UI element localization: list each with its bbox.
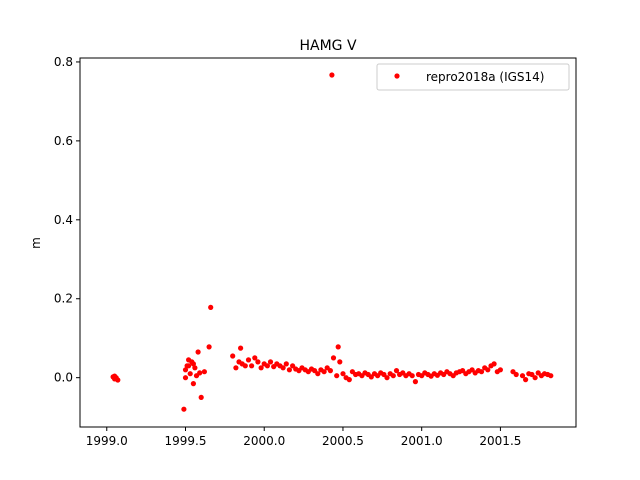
x-tick-label: 2001.0 xyxy=(401,434,443,448)
data-point xyxy=(190,381,196,387)
data-point xyxy=(334,373,340,379)
data-point xyxy=(264,363,270,369)
data-point xyxy=(460,368,466,374)
legend-box xyxy=(376,63,570,91)
data-point xyxy=(335,344,341,350)
x-tick-label: 1999.0 xyxy=(86,434,128,448)
plot-area xyxy=(110,72,554,412)
x-tick-label: 2000.5 xyxy=(322,434,364,448)
y-tick-label: 0.6 xyxy=(54,134,73,148)
y-tick-label: 0.2 xyxy=(54,292,73,306)
data-point xyxy=(412,379,418,385)
data-point xyxy=(280,365,286,371)
data-point xyxy=(390,373,396,379)
data-point xyxy=(523,377,529,383)
y-tick-label: 0.8 xyxy=(54,55,73,69)
data-point xyxy=(255,359,261,365)
x-tick-label: 2000.0 xyxy=(243,434,285,448)
data-point xyxy=(315,371,321,377)
data-point xyxy=(290,363,296,369)
data-point xyxy=(192,365,198,371)
data-point xyxy=(206,344,212,350)
data-point xyxy=(312,368,318,374)
data-point xyxy=(252,355,258,361)
data-point xyxy=(519,373,526,379)
data-point xyxy=(384,375,390,381)
data-point xyxy=(208,304,214,310)
data-point xyxy=(233,365,239,371)
data-point xyxy=(485,367,491,373)
data-point xyxy=(238,345,244,351)
data-point xyxy=(491,361,497,367)
data-point xyxy=(267,359,274,365)
data-point xyxy=(182,375,189,381)
data-point xyxy=(529,371,535,378)
data-point xyxy=(286,367,292,373)
data-point xyxy=(330,355,337,361)
data-point xyxy=(198,394,204,400)
y-tick-label: 0.0 xyxy=(54,371,73,385)
data-point xyxy=(532,375,538,381)
y-axis-label: m xyxy=(29,237,43,249)
data-point xyxy=(329,72,335,78)
data-point xyxy=(497,367,503,373)
data-point xyxy=(368,374,374,380)
data-point xyxy=(190,361,196,367)
data-point xyxy=(409,373,415,379)
data-point xyxy=(182,367,189,373)
data-point xyxy=(381,371,387,378)
data-point xyxy=(186,363,192,369)
data-point xyxy=(321,369,327,375)
data-point xyxy=(327,368,333,374)
data-point xyxy=(346,377,352,383)
data-point xyxy=(242,363,248,369)
legend: repro2018a (IGS14) xyxy=(376,63,570,91)
data-point xyxy=(115,377,121,383)
y-tick-label: 0.4 xyxy=(54,213,73,227)
x-tick-label: 1999.5 xyxy=(164,434,206,448)
data-point xyxy=(195,349,201,355)
data-point xyxy=(548,373,554,379)
chart-title: HAMG V xyxy=(299,38,356,54)
data-point xyxy=(283,361,289,367)
data-point xyxy=(393,368,400,374)
data-point xyxy=(187,371,193,377)
data-point xyxy=(513,371,519,378)
data-point xyxy=(478,369,485,375)
data-point xyxy=(197,370,203,376)
data-point xyxy=(230,353,236,359)
legend-label: repro2018a (IGS14) xyxy=(426,70,544,84)
data-point xyxy=(245,357,252,363)
data-point xyxy=(258,365,264,371)
axis-ticks: 1999.0 1999.5 2000.0 2000.5 2001.0 2001.5 0.0 0… xyxy=(54,55,522,448)
data-point xyxy=(337,359,343,365)
x-tick-label: 2001.5 xyxy=(479,434,521,448)
axes-frame xyxy=(79,57,577,428)
data-point xyxy=(181,406,187,412)
legend-marker xyxy=(394,73,400,79)
data-point xyxy=(340,371,346,377)
data-point xyxy=(249,363,255,369)
data-point xyxy=(201,369,207,375)
data-point xyxy=(112,373,118,379)
